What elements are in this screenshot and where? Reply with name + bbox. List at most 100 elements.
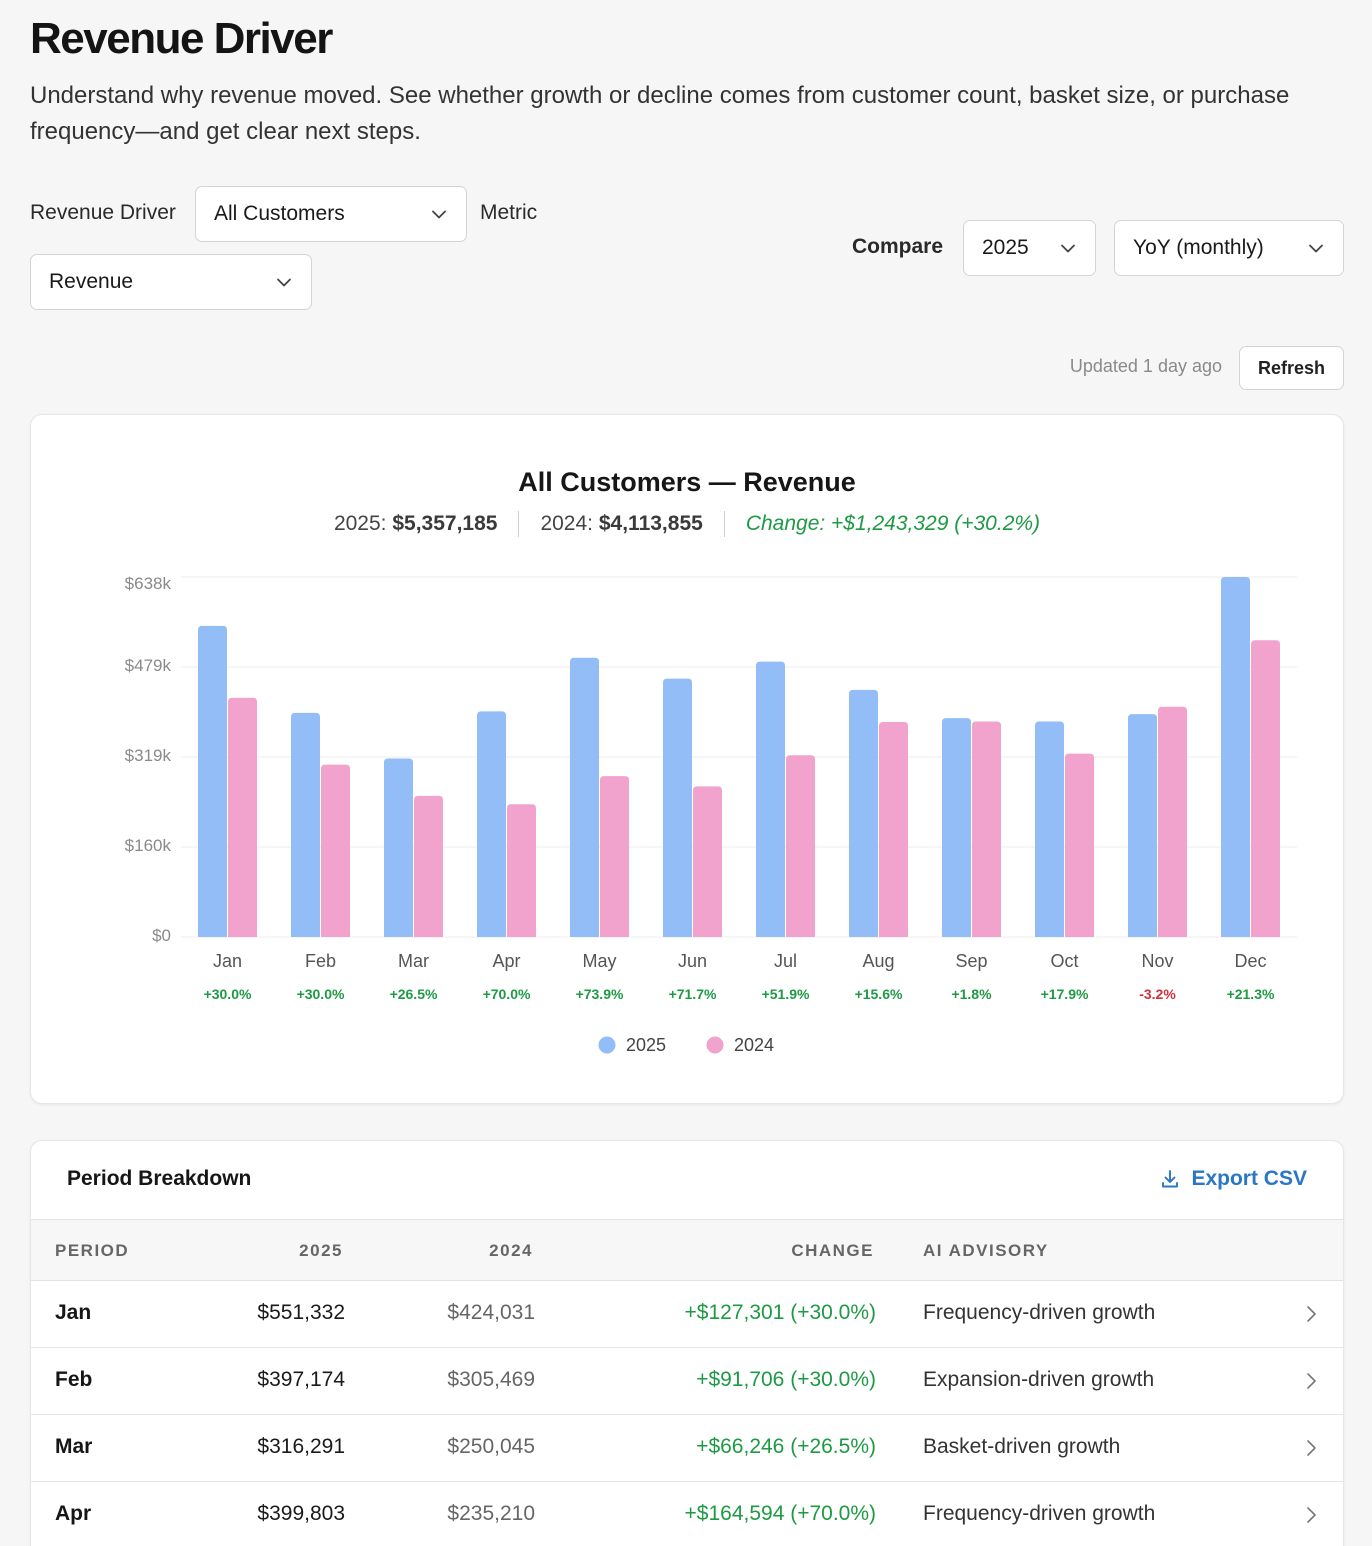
- summary-2024: 2024: $4,113,855: [540, 512, 702, 536]
- change-label: +26.5%: [390, 986, 438, 1002]
- x-tick-label: Jan: [213, 951, 242, 971]
- summary-2025: 2025: $5,357,185: [334, 512, 498, 536]
- change-label: +21.3%: [1227, 986, 1275, 1002]
- cell-change: +$91,706 (+30.0%): [696, 1368, 876, 1391]
- change-label: +30.0%: [204, 986, 252, 1002]
- header-2025: 2025: [299, 1241, 343, 1260]
- legend-label: 2024: [734, 1035, 774, 1055]
- summary-2024-total: $4,113,855: [598, 512, 703, 535]
- change-label: +71.7%: [669, 986, 717, 1002]
- header-2024: 2024: [489, 1241, 533, 1260]
- metric-select[interactable]: Revenue: [30, 254, 312, 310]
- revenue-bar-chart: $0 $160k $319k $479k $638k Jan +30.0% Feb +30.0%…: [125, 574, 1297, 1055]
- export-csv-button[interactable]: Export CSV: [1159, 1167, 1307, 1191]
- x-tick-label: Mar: [398, 951, 429, 971]
- page-description: Understand why revenue moved. See whethe…: [30, 82, 1290, 145]
- bar-2025-apr: [477, 711, 506, 937]
- bar-2024-sep: [972, 721, 1001, 937]
- bar-2024-may: [600, 776, 629, 937]
- refresh-button[interactable]: Refresh: [1239, 346, 1344, 390]
- bar-2024-jun: [693, 786, 722, 937]
- cell-2024: $235,210: [447, 1502, 535, 1525]
- table-title: Period Breakdown: [67, 1167, 252, 1190]
- bar-2025-mar: [384, 758, 413, 937]
- chart-summary: 2025: $5,357,185 2024: $4,113,855 Change…: [31, 511, 1343, 537]
- cell-advisory: Basket-driven growth: [923, 1435, 1121, 1458]
- bar-2024-jul: [786, 755, 815, 937]
- summary-change: Change: +$1,243,329 (+30.2%): [745, 512, 1041, 535]
- y-tick-label: $638k: [125, 574, 172, 593]
- cell-2024: $305,469: [447, 1368, 535, 1391]
- change-label: +70.0%: [483, 986, 531, 1002]
- x-tick-label: Aug: [862, 951, 894, 971]
- header-period: PERIOD: [55, 1241, 130, 1260]
- y-tick-label: $319k: [125, 746, 172, 765]
- revenue-driver-select[interactable]: All Customers: [195, 186, 467, 242]
- cell-2024: $424,031: [447, 1301, 535, 1324]
- bar-2025-jan: [198, 625, 227, 937]
- year-select[interactable]: 2025: [963, 220, 1096, 276]
- bar-2024-jan: [228, 697, 257, 937]
- table-row[interactable]: Apr $399,803 $235,210 +$164,594 (+70.0%)…: [31, 1482, 1343, 1546]
- x-tick-label: May: [582, 951, 616, 971]
- summary-divider: [723, 511, 725, 537]
- cell-2025: $399,803: [257, 1502, 345, 1525]
- bar-2025-oct: [1035, 721, 1064, 937]
- bar-2025-aug: [849, 689, 878, 937]
- table-row[interactable]: Mar $316,291 $250,045 +$66,246 (+26.5%) …: [31, 1415, 1343, 1482]
- summary-2024-label: 2024:: [540, 512, 594, 535]
- metric-label: Metric: [480, 201, 538, 224]
- chevron-down-icon: [1309, 244, 1323, 253]
- revenue-driver-label: Revenue Driver: [30, 201, 176, 224]
- export-csv-label: Export CSV: [1191, 1167, 1307, 1190]
- page-title: Revenue Driver: [30, 14, 333, 63]
- table-row[interactable]: Jan $551,332 $424,031 +$127,301 (+30.0%)…: [31, 1281, 1343, 1348]
- chevron-right-icon: [1307, 1440, 1316, 1456]
- cell-advisory: Frequency-driven growth: [923, 1502, 1156, 1525]
- cell-change: +$164,594 (+70.0%): [684, 1502, 876, 1525]
- y-tick-label: $479k: [125, 656, 172, 675]
- cell-period: Jan: [55, 1301, 92, 1324]
- bar-2025-may: [570, 657, 599, 937]
- updated-timestamp: Updated 1 day ago: [1069, 356, 1222, 376]
- summary-2025-label: 2025:: [333, 512, 387, 535]
- bar-2024-nov: [1158, 706, 1187, 937]
- change-label: +30.0%: [297, 986, 345, 1002]
- year-value: 2025: [982, 236, 1029, 259]
- change-label: +51.9%: [762, 986, 810, 1002]
- compare-mode-value: YoY (monthly): [1133, 236, 1264, 259]
- cell-2024: $250,045: [447, 1435, 535, 1458]
- bar-2024-oct: [1065, 753, 1094, 937]
- x-tick-label: Nov: [1141, 951, 1173, 971]
- bar-2024-aug: [879, 722, 908, 937]
- bar-2024-mar: [414, 795, 443, 937]
- chevron-down-icon: [432, 210, 446, 219]
- chevron-right-icon: [1307, 1507, 1316, 1523]
- download-icon: [1162, 1170, 1179, 1188]
- change-label: +15.6%: [855, 986, 903, 1002]
- cell-advisory: Expansion-driven growth: [923, 1368, 1155, 1391]
- x-tick-label: Jul: [774, 951, 797, 971]
- compare-label: Compare: [852, 235, 944, 258]
- bar-2025-jun: [663, 678, 692, 937]
- summary-divider: [518, 511, 520, 537]
- bar-2025-sep: [942, 718, 971, 937]
- change-label: +73.9%: [576, 986, 624, 1002]
- chart-title: All Customers — Revenue: [518, 467, 856, 497]
- x-tick-label: Apr: [492, 951, 520, 971]
- change-label: +1.8%: [951, 986, 992, 1002]
- cell-2025: $316,291: [257, 1435, 345, 1458]
- table-row[interactable]: Feb $397,174 $305,469 +$91,706 (+30.0%) …: [31, 1348, 1343, 1415]
- y-tick-label: $0: [152, 926, 171, 945]
- period-breakdown-card: Period Breakdown Export CSV PERIOD 2025 …: [30, 1140, 1344, 1546]
- bar-2024-apr: [507, 804, 536, 937]
- header-ai-advisory: AI ADVISORY: [923, 1241, 1049, 1260]
- chevron-down-icon: [1061, 244, 1075, 253]
- chevron-right-icon: [1307, 1306, 1316, 1322]
- change-label: -3.2%: [1139, 986, 1176, 1002]
- x-tick-label: Jun: [678, 951, 707, 971]
- cell-2025: $397,174: [257, 1368, 345, 1391]
- bar-2025-jul: [756, 661, 785, 937]
- compare-mode-select[interactable]: YoY (monthly): [1114, 220, 1344, 276]
- chevron-down-icon: [277, 278, 291, 287]
